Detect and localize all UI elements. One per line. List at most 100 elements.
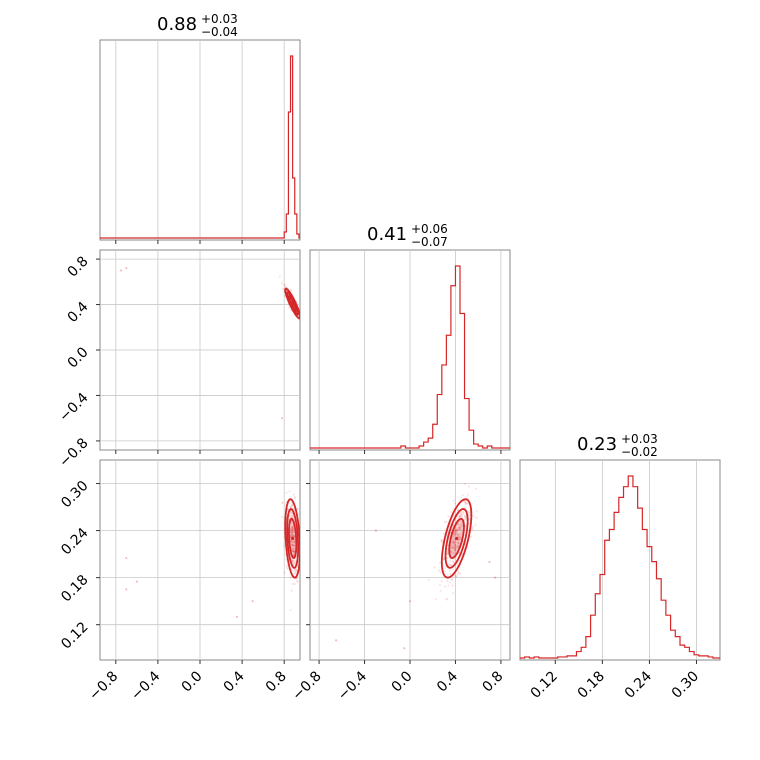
joint-0-2-sample <box>291 528 295 531</box>
panels: −0.8−0.40.00.40.80.120.180.240.30−0.8 −0.… <box>56 39 721 704</box>
joint-1-2-sample <box>450 550 453 553</box>
joint-1-2-sample <box>470 535 473 538</box>
hist-1-steps <box>310 265 510 449</box>
joint-0-2-sample <box>292 560 296 563</box>
joint-1-2-sample <box>452 552 455 555</box>
joint-1-2-sample <box>453 552 457 555</box>
joint-1-2-sample <box>458 528 462 531</box>
joint-0-2-sample <box>290 526 293 529</box>
joint-0-2-sample <box>294 568 297 571</box>
joint-0-2-sample <box>293 552 296 555</box>
joint-1-2-sample <box>455 574 458 578</box>
joint-0-2-sample <box>298 511 300 514</box>
joint-0-2-sample <box>292 534 295 537</box>
joint-1-2-sample <box>454 529 458 533</box>
joint-1-2-sample <box>442 532 446 535</box>
x-tick-label-p1-2: 0.0 <box>389 668 416 695</box>
joint-0-2-sample <box>290 506 293 509</box>
param-0-title-plus: +0.03 <box>201 12 238 26</box>
joint-1-2-sample <box>458 535 461 538</box>
joint-1-2-sample <box>451 546 454 549</box>
joint-0-2-sample <box>291 549 294 552</box>
joint-0-2-sample <box>290 532 293 535</box>
x-tick-label-p0-0: −0.8 <box>86 668 121 703</box>
joint-1-2-sample <box>452 547 455 550</box>
joint-1-2-sample <box>452 540 455 544</box>
joint-1-2-sample <box>459 513 463 516</box>
joint-1-2-sample <box>454 529 457 532</box>
joint-0-2-sample <box>295 570 298 573</box>
joint-1-2-sample <box>456 542 460 545</box>
joint-1-2-sample <box>452 560 455 564</box>
joint-0-1-sample <box>287 306 290 309</box>
joint-1-2-sample <box>458 571 461 574</box>
joint-0-2-sample <box>293 561 296 565</box>
joint-0-2-sample <box>291 528 294 531</box>
joint-1-2-sample <box>466 493 469 496</box>
joint-1-2-sample <box>449 558 452 561</box>
joint-0-1-outlier-2 <box>281 417 284 420</box>
joint-0-2-sample <box>291 526 294 530</box>
joint-0-2-sample <box>281 501 284 504</box>
joint-0-2-contour-1 <box>286 508 300 569</box>
joint-1-2-sample <box>459 515 462 518</box>
joint-1-2-outlier-0 <box>335 639 338 642</box>
param-2-title-minus: −0.02 <box>621 445 658 459</box>
joint-1-2-sample <box>450 550 453 553</box>
joint-0-2-sample <box>290 503 293 506</box>
joint-1-2-sample <box>452 536 455 539</box>
joint-1-2-sample <box>471 528 474 531</box>
joint-1-2-sample <box>457 525 460 529</box>
joint-0-1-sample <box>289 288 293 292</box>
joint-1-2-sample <box>459 528 462 532</box>
joint-1-2-sample <box>455 546 458 549</box>
joint-0-2-sample <box>290 540 293 543</box>
joint-1-2-sample <box>458 526 461 530</box>
joint-0-2-sample <box>290 528 293 531</box>
joint-0-2-sample <box>291 526 294 529</box>
joint-1-2-sample <box>448 563 451 566</box>
joint-1-2-sample <box>451 547 454 550</box>
joint-0-2-sample <box>290 567 293 571</box>
joint-1-2-sample <box>460 513 464 516</box>
x-tick-label-p1-0: −0.8 <box>289 668 324 703</box>
joint-0-2-sample <box>291 533 294 536</box>
joint-0-2-outlier-3 <box>235 615 238 618</box>
joint-0-1-outlier-0 <box>125 267 128 270</box>
joint-1-2-contour-0 <box>440 498 473 579</box>
joint-1-2-sample <box>467 510 470 513</box>
y-tick-label-p2-0: 0.12 <box>58 619 91 652</box>
joint-0-1-sample <box>299 325 300 328</box>
joint-1-2-sample <box>456 534 460 537</box>
joint-1-2-sample <box>451 559 454 562</box>
joint-1-2-content <box>335 483 497 650</box>
joint-1-2-sample <box>453 550 456 554</box>
joint-0-2-sample <box>290 540 293 543</box>
titles: 0.88 +0.03 −0.04 0.41 +0.06 −0.07 0.23 +… <box>157 12 658 459</box>
joint-0-2-sample <box>292 549 295 553</box>
joint-1-2-sample <box>453 543 456 546</box>
joint-1-2-sample <box>454 529 457 532</box>
joint-1-2-sample <box>460 511 463 514</box>
joint-1-2-sample <box>455 529 458 532</box>
joint-1-2-sample <box>455 528 458 531</box>
joint-0-2-sample <box>293 544 296 547</box>
joint-0-2-sample <box>280 515 284 519</box>
joint-0-2-sample <box>283 571 286 574</box>
joint-1-2-sample <box>459 572 462 575</box>
joint-1-2-sample <box>456 573 459 576</box>
joint-1-2-sample <box>440 538 443 542</box>
joint-0-2-sample <box>290 511 293 514</box>
joint-1-2-sample <box>450 541 453 544</box>
joint-1-2-sample <box>451 535 455 539</box>
x-tick-label-p0-4: 0.8 <box>263 668 290 695</box>
joint-1-2-sample <box>446 556 449 560</box>
joint-1-2-sample <box>444 585 447 588</box>
joint-1-2-sample <box>454 546 457 550</box>
joint-1-2-outlier-3 <box>403 647 406 650</box>
joint-0-2-sample <box>292 550 295 553</box>
joint-1-2-sample <box>446 573 449 576</box>
joint-1-2-sample <box>446 579 449 582</box>
y-tick-label-p2-2: 0.24 <box>58 525 91 558</box>
joint-1-2-sample <box>454 544 457 547</box>
